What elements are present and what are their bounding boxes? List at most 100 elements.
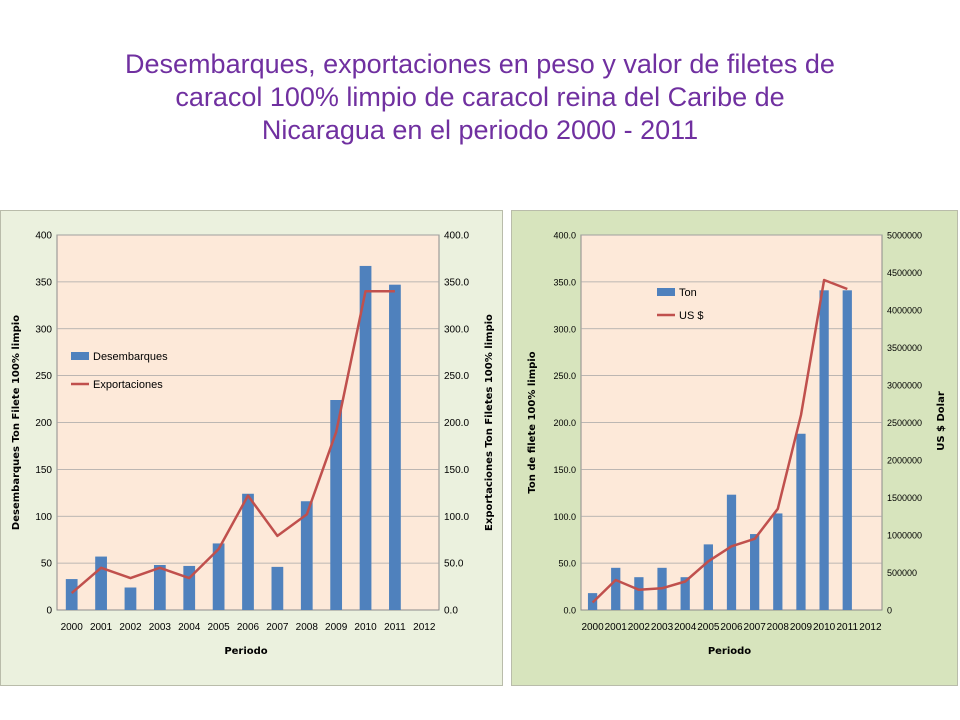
x-tick-label: 2006: [237, 622, 260, 633]
y-tick-label-left: 350: [35, 277, 52, 288]
y-tick-label-right: 4500000: [887, 268, 922, 278]
y-tick-label-right: 250.0: [444, 371, 469, 382]
bar-2010: [819, 290, 829, 610]
bar-2011: [389, 284, 401, 610]
bar-2007: [271, 566, 284, 610]
bar-2009: [796, 433, 806, 610]
chart-panel-landings: 0 50 100 150 200 250 300 350 400 0.0 50.0 100.0 150.…: [0, 210, 503, 686]
title-line-3: Nicaragua en el periodo 2000 - 2011: [261, 115, 699, 145]
y-tick-label-left: 50.0: [558, 559, 576, 569]
x-tick-label: 2003: [651, 622, 674, 633]
y-tick-label-left: 350.0: [553, 277, 576, 287]
bar-2011: [842, 290, 852, 610]
x-tick-label: 2010: [813, 622, 836, 633]
y-tick-label-right: 3500000: [887, 343, 922, 353]
y-axis-title-right: US $ Dolar: [936, 391, 947, 451]
y-tick-label-right: 3000000: [887, 381, 922, 391]
y-tick-label-right: 0.0: [444, 606, 458, 617]
legend-label-desembarques: Desembarques: [93, 351, 168, 363]
bar-2004: [183, 565, 196, 610]
x-tick-label: 2004: [674, 622, 697, 633]
series-line-us: [591, 278, 848, 604]
bar-2000: [65, 579, 78, 610]
y-tick-label-right: 0: [887, 606, 892, 616]
chart-landings-exports: 0 50 100 150 200 250 300 350 400 0.0 50.0 100.0 150.…: [11, 231, 495, 658]
x-tick-label: 2011: [384, 622, 406, 633]
y-tick-label-left: 100: [35, 512, 52, 523]
bar-2002: [634, 577, 644, 610]
x-tick-label: 2012: [859, 622, 882, 633]
y-tick-label-left: 150.0: [553, 465, 576, 475]
y-axis-title-left: Ton de filete 100% limpio: [527, 351, 538, 493]
x-tick-label: 2007: [266, 622, 289, 633]
y-tick-label-left: 0.0: [563, 606, 576, 616]
y-tick-label-right: 2500000: [887, 418, 922, 428]
y-tick-label-left: 300: [35, 324, 52, 335]
x-tick-label: 2007: [744, 622, 767, 633]
y-tick-label-right: 350.0: [444, 277, 469, 288]
chart-exports-value: 0.0 50.0 100.0 150.0 200.0 250.0 300.0 350.0 400…: [527, 231, 947, 658]
x-tick-label: 2002: [628, 622, 651, 633]
x-tick-label: 2001: [605, 622, 628, 633]
bar-2008: [773, 513, 783, 610]
x-tick-label: 2011: [837, 622, 859, 633]
y-tick-label-right: 400.0: [444, 231, 469, 242]
y-tick-label-right: 500000: [887, 568, 917, 578]
y-tick-label-left: 300.0: [553, 324, 576, 334]
x-tick-label: 2006: [720, 622, 743, 633]
x-tick-label: 2003: [149, 622, 172, 633]
legend-label-exportaciones: Exportaciones: [93, 379, 163, 391]
legend-swatch-ton: [657, 288, 675, 296]
y-tick-label-right: 1500000: [887, 493, 922, 503]
x-tick-label: 2005: [207, 622, 230, 633]
x-tick-label: 2001: [90, 622, 113, 633]
legend-label-us: US $: [679, 310, 703, 322]
bar-2001: [611, 567, 621, 610]
x-tick-label: 2002: [119, 622, 142, 633]
y-tick-label-right: 200.0: [444, 418, 469, 429]
y-tick-label-right: 1000000: [887, 531, 922, 541]
y-tick-label-left: 200.0: [553, 418, 576, 428]
chart-panel-value: 0.0 50.0 100.0 150.0 200.0 250.0 300.0 350.0 400…: [511, 210, 958, 686]
y-tick-label-right: 4000000: [887, 306, 922, 316]
y-tick-label-right: 5000000: [887, 231, 922, 241]
y-tick-label-right: 150.0: [444, 465, 469, 476]
y-tick-label-left: 50: [41, 559, 53, 570]
x-tick-label: 2009: [325, 622, 348, 633]
bar-2008: [300, 501, 313, 610]
x-tick-label: 2010: [354, 622, 377, 633]
bar-2006: [726, 494, 737, 610]
x-tick-label: 2004: [178, 622, 201, 633]
bar-2010: [359, 265, 372, 610]
y-tick-label-left: 400: [35, 231, 52, 242]
y-axis-title-right: Exportaciones Ton Filetes 100% limpio: [484, 314, 495, 531]
x-tick-label: 2000: [581, 622, 604, 633]
y-tick-label-left: 400.0: [553, 231, 576, 241]
bar-2002: [124, 587, 137, 610]
y-tick-label-left: 100.0: [553, 512, 576, 522]
y-tick-label-left: 250: [35, 371, 52, 382]
y-tick-label-left: 250.0: [553, 371, 576, 381]
bar-2009: [330, 400, 343, 610]
x-tick-label: 2009: [790, 622, 813, 633]
bar-2003: [153, 565, 166, 610]
bar-2006: [242, 493, 254, 610]
bar-2001: [95, 556, 107, 610]
x-tick-label: 2005: [697, 622, 720, 633]
y-tick-label-left: 150: [35, 465, 52, 476]
x-tick-label: 2000: [61, 622, 84, 633]
y-tick-label-right: 50.0: [444, 559, 464, 570]
x-axis-title: Periodo: [224, 646, 267, 657]
series-line-exportaciones: [70, 290, 395, 595]
slide-title: Desembarques, exportaciones en peso y va…: [40, 48, 920, 147]
y-tick-label-right: 300.0: [444, 324, 469, 335]
title-line-2: caracol 100% limpio de caracol reina del…: [175, 82, 785, 112]
y-tick-label-right: 2000000: [887, 456, 922, 466]
x-tick-label: 2008: [296, 622, 319, 633]
x-tick-label: 2008: [767, 622, 790, 633]
bar-2005: [703, 544, 713, 610]
y-tick-label-left: 200: [35, 418, 52, 429]
title-line-1: Desembarques, exportaciones en peso y va…: [125, 49, 835, 79]
bar-2005: [212, 543, 225, 610]
x-axis-title: Periodo: [708, 646, 751, 657]
